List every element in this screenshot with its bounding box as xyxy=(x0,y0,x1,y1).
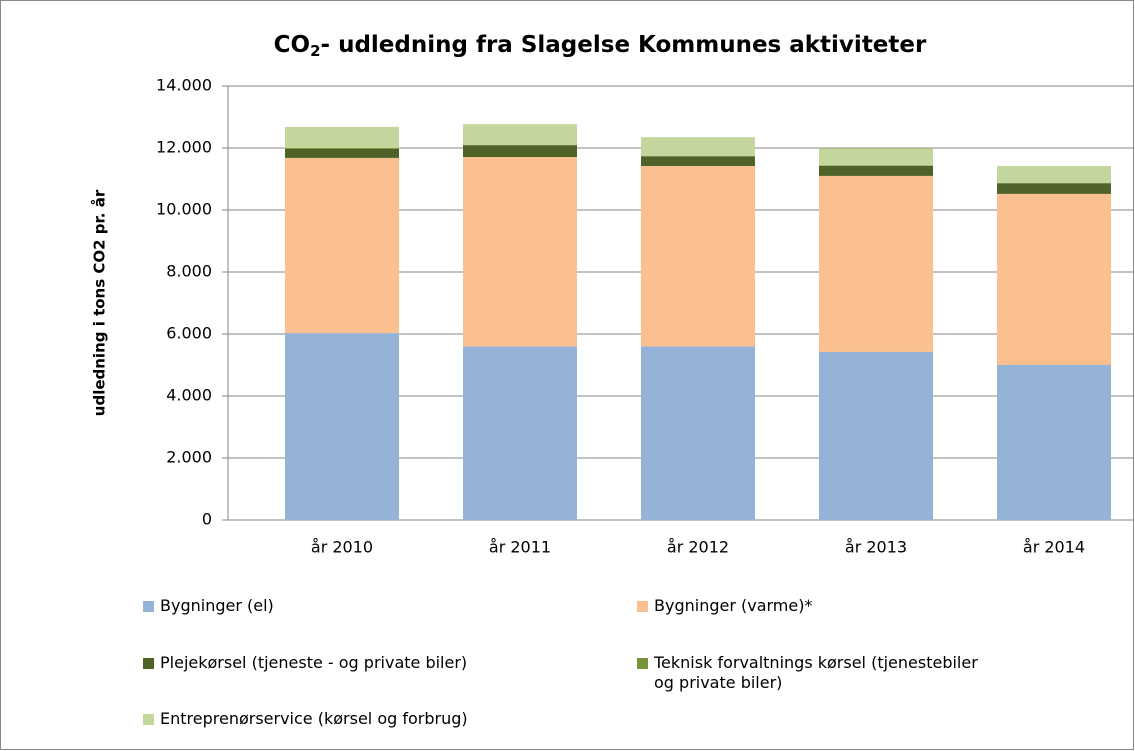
x-tick-label: år 2010 xyxy=(311,538,373,557)
legend-label: Entreprenørservice (kørsel og forbrug) xyxy=(160,709,468,728)
bar-segment xyxy=(641,156,755,166)
legend-swatch xyxy=(143,658,154,669)
y-axis-label: udledning i tons CO2 pr. år xyxy=(91,189,109,416)
y-tick-label: 0 xyxy=(202,510,212,529)
legend-label: Bygninger (varme)* xyxy=(654,596,813,615)
bar-segment xyxy=(641,346,755,520)
bar-segment xyxy=(285,148,399,149)
bar-segment xyxy=(463,144,577,146)
bar-segment xyxy=(997,183,1111,194)
bar-segment xyxy=(641,137,755,157)
y-tick-label: 2.000 xyxy=(166,448,212,467)
y-tick-label: 10.000 xyxy=(156,200,212,219)
y-tick-label: 8.000 xyxy=(166,262,212,281)
x-tick-label: år 2014 xyxy=(1023,538,1085,557)
bar-segment xyxy=(463,124,577,145)
bar-segment xyxy=(641,165,755,347)
bar-segment xyxy=(819,351,933,520)
bar-segment xyxy=(819,148,933,166)
bar-segment xyxy=(285,157,399,334)
y-tick-label: 14.000 xyxy=(156,76,212,95)
bar-segment xyxy=(997,365,1111,520)
chart-title: CO2- udledning fra Slagelse Kommunes akt… xyxy=(274,32,927,60)
bar-segment xyxy=(997,193,1111,365)
legend-item: Bygninger (varme)* xyxy=(637,596,812,616)
bar-segment xyxy=(463,156,577,347)
legend-swatch xyxy=(637,601,648,612)
bar-segment xyxy=(285,126,399,148)
x-tick-label: år 2011 xyxy=(489,538,551,557)
x-tick-label: år 2013 xyxy=(845,538,907,557)
bar-segment xyxy=(285,148,399,158)
legend-item: Teknisk forvaltnings kørsel (tjenestebil… xyxy=(637,653,984,693)
legend-swatch xyxy=(143,714,154,725)
bar-segment xyxy=(997,165,1111,184)
legend-label: Bygninger (el) xyxy=(160,596,274,615)
legend-label: Plejekørsel (tjeneste - og private biler… xyxy=(160,653,468,672)
y-tick-label: 4.000 xyxy=(166,386,212,405)
legend-swatch xyxy=(143,601,154,612)
x-tick-label: år 2012 xyxy=(667,538,729,557)
bar-segment xyxy=(285,333,399,520)
bar-segment xyxy=(463,145,577,157)
legend-label: Teknisk forvaltnings kørsel (tjenestebil… xyxy=(654,653,978,692)
legend-item: Bygninger (el) xyxy=(143,596,274,616)
legend-item: Entreprenørservice (kørsel og forbrug) xyxy=(143,709,468,729)
y-tick-label: 6.000 xyxy=(166,324,212,343)
bar-segment xyxy=(819,165,933,176)
bar-segment xyxy=(819,175,933,352)
bar-segment xyxy=(463,346,577,520)
legend-item: Plejekørsel (tjeneste - og private biler… xyxy=(143,653,467,673)
legend-swatch xyxy=(637,658,648,669)
y-tick-label: 12.000 xyxy=(156,138,212,157)
